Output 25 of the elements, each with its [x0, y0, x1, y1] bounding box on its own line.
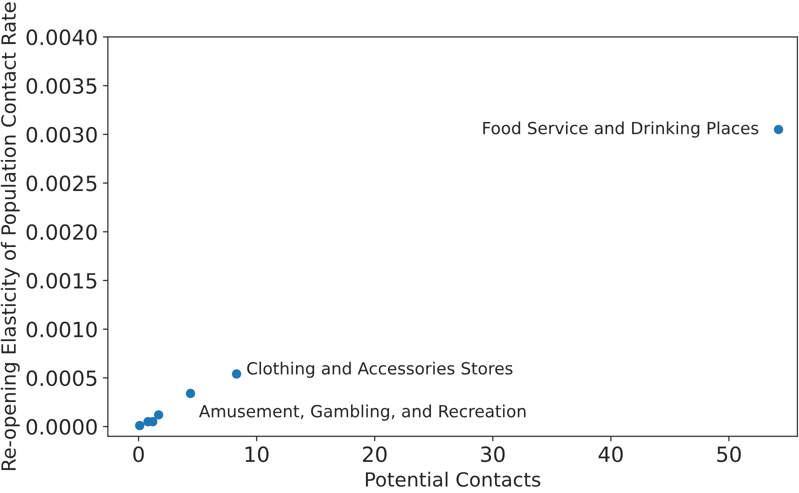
x-tick-label: 0 — [133, 446, 144, 462]
point — [232, 369, 242, 379]
y-tick-label: 0.0015 — [26, 272, 96, 289]
y-tick-label: 0.0035 — [26, 78, 96, 94]
y-tick-label: 0.0005 — [26, 370, 96, 386]
point — [135, 420, 144, 430]
y-tick-label: 0.0010 — [26, 322, 97, 338]
x-tick-label: 40 — [598, 446, 623, 462]
y-tick-label: 0.0000 — [26, 419, 97, 435]
y-axis-title: Re-opening Elasticity of Population Contact Rate — [0, 2, 20, 470]
y-tick-label: 0.0020 — [26, 224, 97, 240]
point — [186, 388, 196, 398]
annotation: Amusement, Gambling, and Recreation — [198, 404, 526, 421]
x-tick-label: 20 — [362, 446, 387, 462]
point — [774, 124, 784, 134]
x-tick-label: 50 — [717, 446, 741, 462]
y-tick-label: 0.0030 — [26, 126, 97, 143]
annotation: Clothing and Accessories Stores — [247, 362, 512, 378]
point — [154, 410, 164, 420]
x-tick-label: 30 — [481, 446, 505, 462]
y-tick-label: 0.0025 — [26, 176, 96, 192]
annotation: Food Service and Drinking Places — [483, 121, 758, 138]
x-axis-title: Potential Contacts — [366, 472, 540, 487]
x-tick-label: 10 — [246, 446, 269, 462]
y-tick-label: 0.0040 — [26, 29, 97, 46]
